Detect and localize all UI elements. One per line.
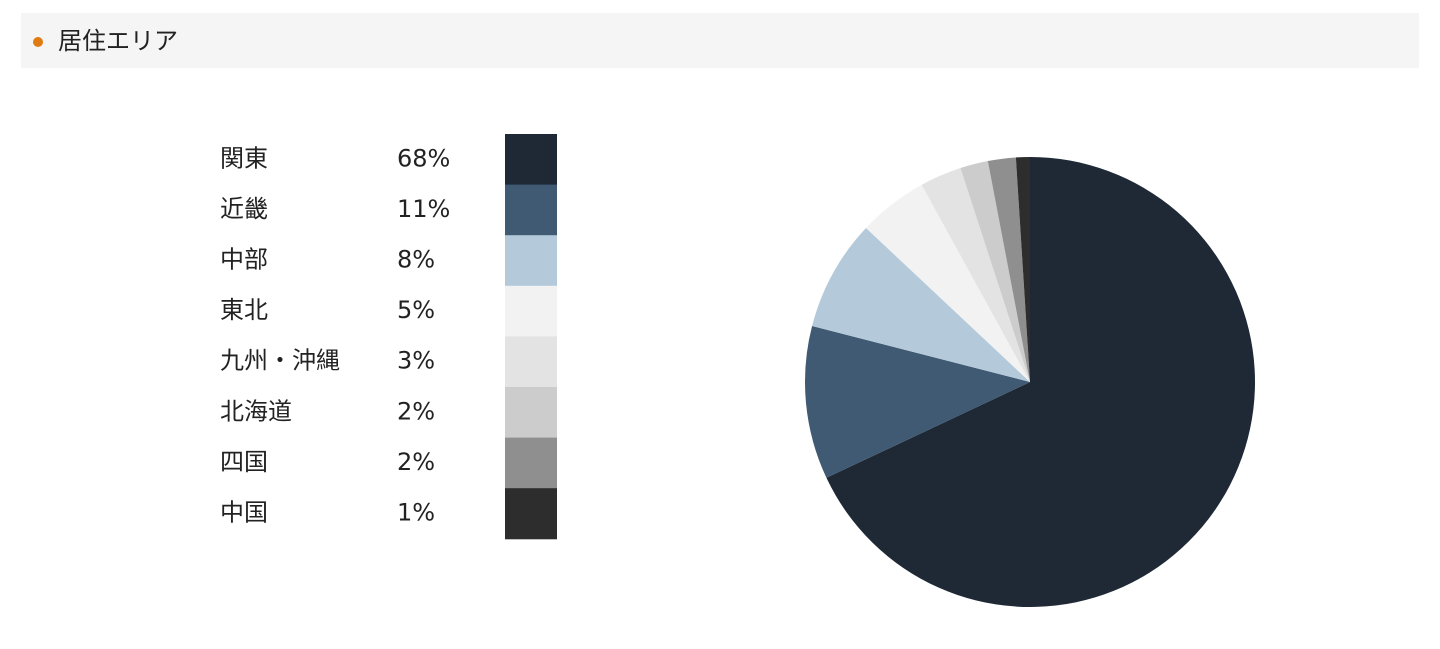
pie-slice (921, 168, 1030, 382)
value-label: 68% (397, 144, 450, 172)
legend-swatch (505, 336, 557, 388)
legend-swatch (505, 184, 557, 236)
legend-label: 九州・沖縄 (220, 347, 340, 375)
legend-swatch (505, 285, 557, 337)
legend-swatch (505, 437, 557, 489)
value-label: 2% (397, 397, 435, 425)
pie-slice (865, 184, 1030, 382)
value-label: 5% (397, 296, 435, 324)
legend-swatch (505, 488, 557, 540)
legend-label: 中部 (220, 246, 268, 274)
legend-label: 中国 (220, 499, 268, 527)
legend-swatch (505, 235, 557, 287)
pie-slice (960, 160, 1030, 382)
legend-swatch (505, 134, 557, 186)
value-label: 2% (397, 448, 435, 476)
pie-slice (987, 157, 1030, 382)
pie-slice (1015, 157, 1030, 382)
header-bar (21, 13, 1419, 68)
value-label: 8% (397, 246, 435, 274)
value-label: 11% (397, 195, 450, 223)
chart-title: 居住エリア (58, 27, 178, 55)
legend-label: 東北 (220, 296, 268, 324)
header-dot (33, 37, 43, 47)
legend-label: 近畿 (220, 195, 268, 223)
pie-slice (812, 227, 1030, 382)
legend-label: 関東 (220, 144, 268, 172)
pie-slice (805, 326, 1030, 478)
value-label: 3% (397, 347, 435, 375)
pie-slice (826, 157, 1255, 607)
legend-label: 北海道 (220, 397, 292, 425)
value-label: 1% (397, 499, 435, 527)
legend-label: 四国 (220, 448, 268, 476)
legend-swatch (505, 387, 557, 439)
